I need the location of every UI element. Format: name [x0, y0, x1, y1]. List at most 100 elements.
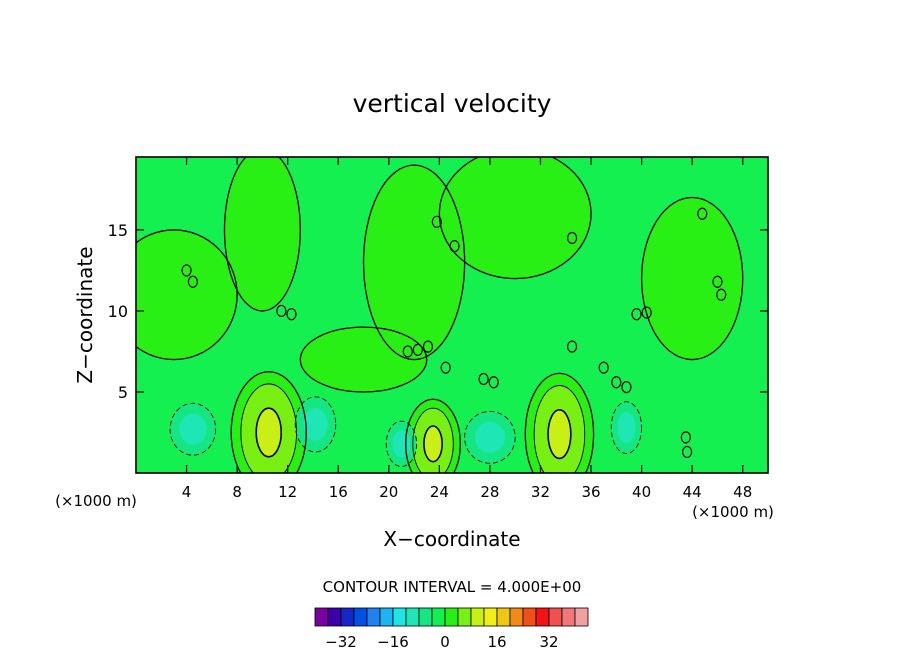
downdraft-core: [617, 412, 636, 444]
colorbar-swatch: [457, 607, 472, 627]
contour-line: [547, 409, 572, 460]
colorbar-tick-label: −16: [377, 633, 409, 651]
contour-line: [438, 157, 592, 280]
chart-title: vertical velocity: [353, 89, 552, 118]
colorbar-ticks: −32 −16 0 16 32: [325, 633, 558, 651]
y-axis-ticks: 5 10 15: [108, 221, 768, 402]
colorbar-swatch: [353, 607, 368, 627]
x-tick-label: 20: [379, 483, 398, 501]
colorbar-swatch: [496, 607, 511, 627]
colorbar-tick-label: −32: [325, 633, 357, 651]
contour-line: [640, 196, 744, 361]
contour-line: [464, 410, 516, 464]
small-contour: [488, 376, 499, 389]
colorbar-swatch: [548, 607, 563, 627]
contour-line: [524, 372, 595, 473]
small-contour: [187, 275, 198, 288]
small-contour: [716, 288, 727, 301]
colorbar-swatch: [470, 607, 485, 627]
contour-line: [610, 401, 643, 455]
colorbar-swatch: [327, 607, 342, 627]
contour-lines: [136, 157, 744, 473]
colorbar-tick-label: 0: [440, 633, 450, 651]
small-contour: [598, 361, 609, 374]
contour-line: [405, 398, 461, 473]
colorbar-swatch: [522, 607, 537, 627]
contour-line: [230, 371, 307, 473]
x-tick-label: 8: [232, 483, 242, 501]
updraft-core: [256, 408, 282, 457]
contour-line: [299, 326, 428, 393]
colorbar-swatch: [483, 607, 498, 627]
small-contour: [440, 361, 451, 374]
plot-frame: [135, 156, 769, 474]
small-contour: [680, 431, 691, 444]
colorbar-tick-label: 32: [539, 633, 558, 651]
y-axis-label: Z−coordinate: [73, 246, 97, 383]
x-tick-label: 16: [329, 483, 348, 501]
downdraft-core: [474, 421, 506, 453]
x-tick-label: 44: [683, 483, 702, 501]
contour-line: [412, 407, 454, 473]
colorbar-swatch: [509, 607, 524, 627]
colorbar-swatch: [431, 607, 446, 627]
x-unit-label-right: (×1000 m): [692, 503, 774, 521]
small-contour: [631, 308, 642, 321]
upper-patch: [224, 157, 301, 311]
small-contour: [566, 340, 578, 353]
upper-patch: [136, 229, 238, 360]
small-contour: [566, 231, 578, 245]
upper-patch: [439, 157, 592, 279]
small-contour: [422, 340, 434, 353]
small-contour: [712, 275, 723, 288]
colorbar-swatch: [574, 607, 589, 627]
small-contour: [431, 215, 442, 228]
small-contour: [276, 304, 287, 318]
updraft-core: [423, 426, 443, 462]
y-tick-label: 15: [108, 221, 128, 240]
y-tick-label: 10: [108, 302, 128, 321]
contour-line: [223, 157, 301, 312]
downdraft-core: [179, 413, 207, 445]
colorbar-swatch: [340, 607, 355, 627]
small-contour: [402, 345, 413, 358]
colorbar-tick-label: 16: [487, 633, 506, 651]
colorbar-swatch: [418, 607, 433, 627]
x-tick-label: 32: [531, 483, 550, 501]
small-contour: [641, 306, 652, 319]
x-unit-label-left: (×1000 m): [55, 492, 137, 510]
small-contour: [478, 372, 489, 386]
x-tick-label: 4: [182, 483, 192, 501]
updraft-core: [548, 409, 571, 459]
small-contour: [621, 381, 632, 394]
small-contour: [181, 264, 192, 277]
contour-line: [294, 396, 337, 453]
colorbar-swatch: [444, 607, 459, 627]
x-axis-ticks: 4 8 12 16 20 24 28 32 36 40 44 48: [182, 157, 752, 501]
contour-line: [169, 402, 217, 456]
upper-patch: [300, 327, 427, 392]
small-contour: [682, 445, 693, 459]
contour-line: [423, 425, 443, 463]
downdraft-core: [303, 407, 328, 441]
colorbar-swatch: [392, 607, 407, 627]
colorbar-swatch: [405, 607, 420, 627]
contour-line: [136, 229, 238, 361]
x-tick-label: 24: [430, 483, 449, 501]
contour-interval-label: CONTOUR INTERVAL = 4.000E+00: [323, 578, 582, 596]
y-tick-label: 5: [118, 383, 128, 402]
downdraft-core: [392, 430, 411, 458]
colorbar-swatch: [366, 607, 381, 627]
colorbar-swatch: [561, 607, 576, 627]
small-contour: [286, 308, 297, 321]
contour-line: [533, 385, 586, 473]
small-contour: [449, 240, 460, 253]
small-contour: [697, 207, 708, 220]
colorbar-swatch: [314, 607, 329, 627]
x-tick-label: 28: [480, 483, 499, 501]
x-axis-label: X−coordinate: [383, 527, 520, 551]
x-tick-label: 48: [733, 483, 752, 501]
small-contour: [611, 376, 622, 389]
upper-patch: [641, 197, 743, 360]
